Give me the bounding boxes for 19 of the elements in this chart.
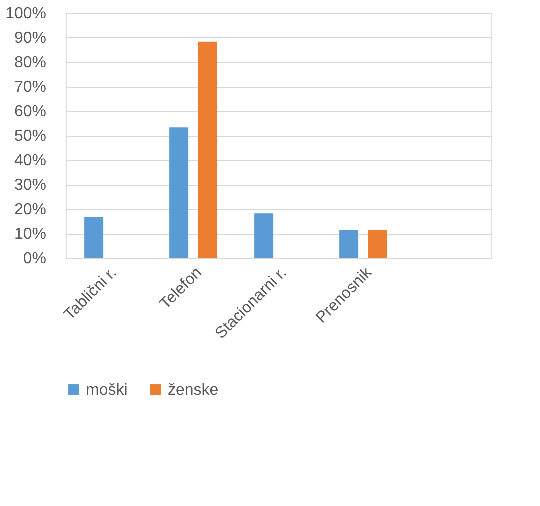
y-tick-label: 30% bbox=[14, 177, 46, 194]
bar bbox=[84, 217, 104, 258]
y-tick-label: 70% bbox=[14, 79, 46, 96]
legend-label: moški bbox=[86, 382, 128, 399]
bar bbox=[198, 42, 218, 258]
bar bbox=[368, 230, 388, 258]
bar bbox=[340, 230, 359, 258]
y-tick-label: 0% bbox=[23, 250, 46, 268]
y-tick-label: 40% bbox=[14, 152, 46, 170]
y-tick-label: 100% bbox=[6, 6, 46, 22]
bar bbox=[254, 214, 274, 258]
bar bbox=[170, 128, 189, 258]
y-tick-label: 20% bbox=[14, 202, 46, 218]
y-tick-label: 50% bbox=[14, 128, 46, 145]
y-tick-label: 90% bbox=[14, 30, 46, 47]
y-tick-label: 60% bbox=[14, 104, 46, 120]
legend-label: ženske bbox=[168, 382, 219, 399]
y-tick-label: 10% bbox=[14, 226, 46, 243]
y-tick-label: 80% bbox=[14, 54, 46, 72]
